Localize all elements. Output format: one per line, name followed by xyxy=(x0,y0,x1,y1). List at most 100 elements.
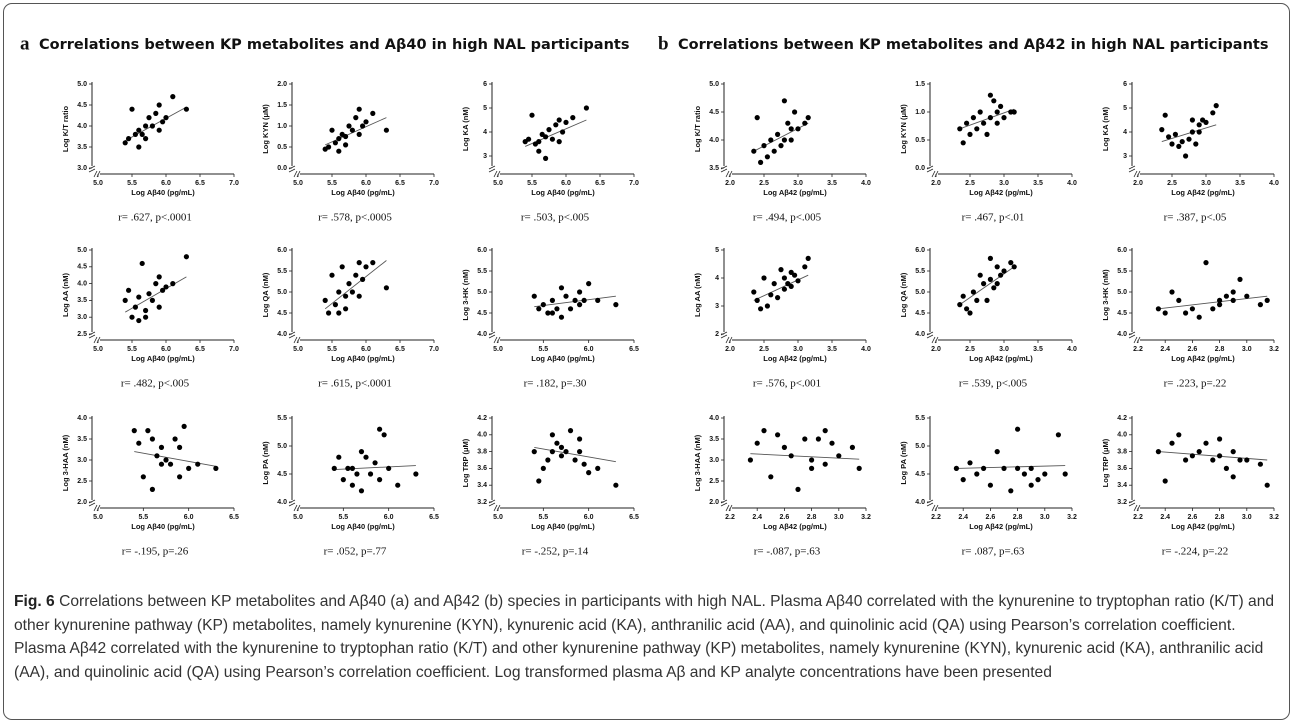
data-point xyxy=(785,120,791,126)
x-tick-label: 2.5 xyxy=(1167,180,1177,187)
data-point xyxy=(1196,449,1202,455)
data-point xyxy=(383,285,389,291)
x-tick-label: 3.5 xyxy=(1033,346,1043,353)
data-point xyxy=(345,465,351,471)
data-point xyxy=(764,154,771,160)
data-point xyxy=(781,286,788,292)
data-point xyxy=(326,310,332,316)
y-tick-label: 5 xyxy=(1123,105,1127,112)
correlation-stat: r= -.224, p=.22 xyxy=(1162,546,1228,558)
data-point xyxy=(761,275,767,281)
data-point xyxy=(531,449,537,455)
y-tick-label: 6 xyxy=(483,81,487,88)
data-point xyxy=(363,264,369,270)
data-point xyxy=(1230,289,1236,295)
data-point xyxy=(1028,482,1034,488)
x-tick-label: 2.0 xyxy=(931,180,941,187)
data-point xyxy=(558,444,565,450)
data-point xyxy=(553,122,559,128)
axis-break xyxy=(488,165,501,178)
data-point xyxy=(761,143,767,149)
y-tick-label: 5.0 xyxy=(277,443,287,450)
data-point xyxy=(363,119,369,125)
x-tick-label: 6.5 xyxy=(195,346,205,353)
data-point xyxy=(536,148,542,154)
data-point xyxy=(1162,310,1168,316)
y-tick-label: 4.0 xyxy=(709,415,719,422)
data-point xyxy=(572,457,578,463)
axis-break xyxy=(926,165,939,178)
data-point xyxy=(336,289,342,295)
data-point xyxy=(768,292,774,298)
data-point xyxy=(195,461,201,467)
x-tick-label: 2.4 xyxy=(1160,346,1170,353)
data-point xyxy=(775,131,781,137)
data-point xyxy=(122,140,128,146)
data-point xyxy=(156,127,162,133)
data-point xyxy=(754,440,760,446)
trend-line xyxy=(324,260,387,310)
x-tick-label: 6.0 xyxy=(584,514,594,521)
y-tick-label: 4.0 xyxy=(1117,432,1127,439)
correlation-stat: r= .627, p<.0001 xyxy=(118,212,192,224)
data-point xyxy=(349,465,355,471)
data-point xyxy=(856,465,862,471)
data-point xyxy=(139,260,145,267)
correlation-stat: r= .467, p<.01 xyxy=(962,212,1025,224)
caption-label: Fig. 6 xyxy=(14,593,55,610)
data-point xyxy=(526,136,532,142)
data-point xyxy=(154,453,160,459)
y-tick-label: 5.5 xyxy=(915,268,925,275)
data-point xyxy=(129,314,135,320)
y-axis-label: Log 3-HAA (nM) xyxy=(61,434,70,491)
data-point xyxy=(1001,115,1007,121)
data-point xyxy=(781,98,788,104)
y-tick-label: 1.5 xyxy=(915,81,925,88)
x-tick-label: 2.2 xyxy=(931,514,941,521)
data-point xyxy=(131,428,137,434)
trend-line xyxy=(1158,295,1268,310)
data-point xyxy=(981,465,987,471)
y-tick-label: 5.5 xyxy=(1117,268,1127,275)
data-point xyxy=(183,254,189,260)
data-point xyxy=(213,465,219,471)
data-point xyxy=(177,444,183,450)
data-point xyxy=(802,436,808,442)
y-tick-label: 0.5 xyxy=(915,137,925,144)
x-axis-label: Log Aβ40 (pg/mL) xyxy=(331,354,395,363)
axis-break xyxy=(288,499,301,512)
y-tick-label: 6.0 xyxy=(1117,247,1127,254)
x-axis-label: Log Aβ40 (pg/mL) xyxy=(131,522,195,531)
data-point xyxy=(1193,141,1199,147)
data-point xyxy=(775,432,781,438)
data-point xyxy=(1217,436,1223,442)
data-point xyxy=(1176,432,1182,438)
x-tick-label: 7.0 xyxy=(229,346,239,353)
data-point xyxy=(1001,465,1007,471)
data-point xyxy=(960,477,966,483)
data-point xyxy=(1244,457,1250,463)
x-tick-label: 6.5 xyxy=(395,346,405,353)
y-tick-label: 3.0 xyxy=(709,457,719,464)
data-point xyxy=(994,449,1000,455)
y-tick-label: 3.5 xyxy=(77,144,87,151)
x-tick-label: 6.5 xyxy=(395,180,405,187)
x-tick-label: 2.2 xyxy=(1133,514,1143,521)
data-point xyxy=(1176,143,1182,149)
data-point xyxy=(583,105,590,111)
x-tick-label: 7.0 xyxy=(629,180,639,187)
data-point xyxy=(764,303,771,309)
y-axis-label: Log K/T ratio xyxy=(61,105,70,152)
y-tick-label: 2.0 xyxy=(709,499,719,506)
axis-break xyxy=(720,165,733,178)
data-point xyxy=(136,127,142,133)
data-point xyxy=(1015,465,1021,471)
data-point xyxy=(1169,440,1175,446)
data-point xyxy=(163,457,169,463)
x-tick-label: 5.5 xyxy=(338,514,348,521)
data-point xyxy=(613,302,619,308)
data-point xyxy=(167,461,174,467)
data-point xyxy=(545,310,551,316)
y-tick-label: 4.5 xyxy=(277,471,287,478)
x-tick-label: 3.0 xyxy=(834,514,844,521)
